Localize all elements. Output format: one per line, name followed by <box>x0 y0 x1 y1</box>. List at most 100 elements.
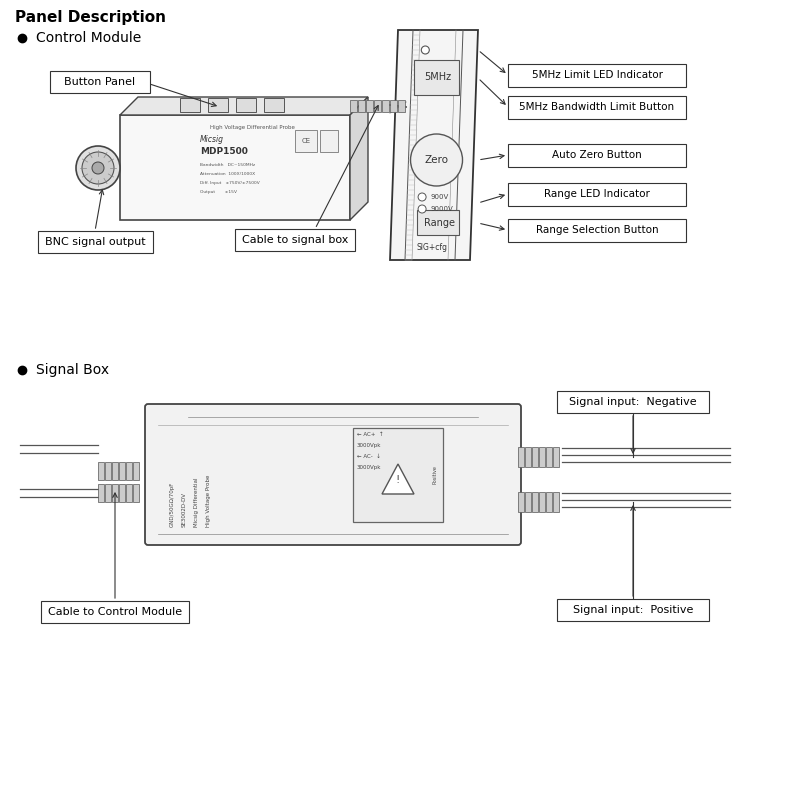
Polygon shape <box>390 30 478 260</box>
Bar <box>235 229 355 251</box>
Text: Attenuation  100X/1000X: Attenuation 100X/1000X <box>200 172 255 176</box>
Bar <box>508 143 686 166</box>
Bar <box>133 484 139 502</box>
Bar <box>508 95 686 118</box>
Bar <box>98 462 104 480</box>
Text: Cable to signal box: Cable to signal box <box>242 235 348 245</box>
Bar <box>50 71 150 93</box>
Circle shape <box>92 162 104 174</box>
Bar <box>390 100 397 112</box>
Text: GND/50GΩ/70pF: GND/50GΩ/70pF <box>170 482 175 527</box>
Bar <box>358 100 365 112</box>
Text: Auto Zero Button: Auto Zero Button <box>552 150 642 160</box>
Text: ← AC+  ↑: ← AC+ ↑ <box>357 431 384 437</box>
Polygon shape <box>120 97 368 115</box>
Bar <box>264 98 284 112</box>
Circle shape <box>418 193 426 201</box>
Bar <box>532 447 538 467</box>
Bar <box>350 100 357 112</box>
Text: Bandwidth   DC~150MHz: Bandwidth DC~150MHz <box>200 163 255 167</box>
Bar <box>38 231 153 253</box>
Bar <box>366 100 373 112</box>
Text: Output       ±15V: Output ±15V <box>200 190 237 194</box>
Bar <box>546 447 552 467</box>
Bar <box>208 98 228 112</box>
Bar <box>518 447 524 467</box>
Bar <box>417 210 459 235</box>
Text: Signal input:  Negative: Signal input: Negative <box>569 397 697 407</box>
Text: Micsig: Micsig <box>200 135 224 145</box>
Text: 3000Vpk: 3000Vpk <box>357 465 382 470</box>
Bar <box>546 492 552 512</box>
Bar <box>508 182 686 206</box>
Text: !: ! <box>396 475 400 485</box>
Text: High Voltage Probe: High Voltage Probe <box>206 474 211 527</box>
Bar <box>119 462 125 480</box>
Bar <box>508 63 686 86</box>
Text: 5MHz: 5MHz <box>424 73 451 82</box>
Bar <box>557 599 709 621</box>
Bar <box>105 462 111 480</box>
Text: Signal Box: Signal Box <box>36 363 109 377</box>
Text: Diff. Input   ±750V/±7500V: Diff. Input ±750V/±7500V <box>200 181 260 185</box>
Text: Range LED Indicator: Range LED Indicator <box>544 189 650 199</box>
Bar <box>236 98 256 112</box>
Bar <box>120 115 350 220</box>
Bar <box>295 130 317 152</box>
Bar <box>525 447 531 467</box>
Bar <box>557 391 709 413</box>
Text: Range: Range <box>424 218 454 227</box>
Bar <box>133 462 139 480</box>
Text: High Voltage Differential Probe: High Voltage Differential Probe <box>210 126 295 130</box>
Bar <box>126 484 132 502</box>
Polygon shape <box>382 464 414 494</box>
Bar <box>320 130 338 152</box>
Text: MDP1500: MDP1500 <box>200 147 248 157</box>
Bar <box>414 60 459 95</box>
Circle shape <box>418 205 426 213</box>
Text: 5MHz Limit LED Indicator: 5MHz Limit LED Indicator <box>531 70 662 80</box>
Bar <box>508 218 686 242</box>
Circle shape <box>422 46 430 54</box>
Text: 900V: 900V <box>430 194 448 200</box>
Text: Signal input:  Positive: Signal input: Positive <box>573 605 693 615</box>
Bar <box>98 484 104 502</box>
Circle shape <box>410 134 462 186</box>
Bar <box>539 492 545 512</box>
Bar <box>180 98 200 112</box>
Bar <box>112 462 118 480</box>
Text: Panel Description: Panel Description <box>15 10 166 25</box>
Text: Range Selection Button: Range Selection Button <box>536 225 658 235</box>
Text: SIG+cfg: SIG+cfg <box>417 243 447 253</box>
Text: BNC signal output: BNC signal output <box>45 237 146 247</box>
Bar <box>119 484 125 502</box>
Circle shape <box>82 152 114 184</box>
Text: Zero: Zero <box>425 155 449 165</box>
Circle shape <box>76 146 120 190</box>
Bar <box>532 492 538 512</box>
Bar <box>382 100 389 112</box>
Bar <box>112 484 118 502</box>
FancyBboxPatch shape <box>145 404 521 545</box>
Bar <box>553 492 559 512</box>
Bar <box>539 447 545 467</box>
Bar <box>398 100 405 112</box>
Bar <box>518 492 524 512</box>
Text: SE3002D-DV: SE3002D-DV <box>182 492 187 527</box>
Polygon shape <box>350 97 368 220</box>
Text: CE: CE <box>302 138 310 144</box>
Text: Cable to Control Module: Cable to Control Module <box>48 607 182 617</box>
Bar <box>353 428 443 522</box>
Text: 3000Vpk: 3000Vpk <box>357 442 382 447</box>
Text: Positive: Positive <box>433 466 438 485</box>
Bar <box>41 601 189 623</box>
Bar <box>105 484 111 502</box>
Text: 5MHz Bandwidth Limit Button: 5MHz Bandwidth Limit Button <box>519 102 674 112</box>
Text: ← AC-  ↓: ← AC- ↓ <box>357 454 381 458</box>
Bar <box>374 100 381 112</box>
Text: Button Panel: Button Panel <box>65 77 135 87</box>
Text: Micsig Differential: Micsig Differential <box>194 478 199 527</box>
Bar <box>126 462 132 480</box>
Text: 9000V: 9000V <box>430 206 453 212</box>
Bar <box>553 447 559 467</box>
